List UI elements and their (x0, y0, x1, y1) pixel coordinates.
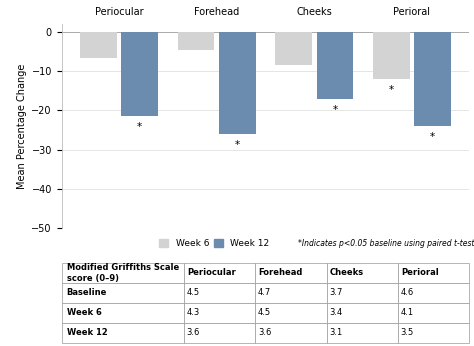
Bar (178, 32, 214, 50)
Bar (373, 32, 410, 79)
Y-axis label: Mean Percentage Change: Mean Percentage Change (17, 63, 27, 189)
Bar (317, 32, 353, 99)
Bar (414, 32, 451, 126)
Text: *: * (235, 140, 240, 150)
Title: Fine lines and wrinkles: Fine lines and wrinkles (194, 0, 337, 2)
Bar (275, 32, 312, 65)
Text: *: * (332, 104, 337, 115)
Text: *: * (430, 132, 435, 142)
Text: *Indicates p<0.05 baseline using paired t-test: *Indicates p<0.05 baseline using paired … (298, 239, 474, 248)
Bar (219, 32, 255, 134)
Bar (121, 32, 158, 116)
Legend: Week 6, Week 12: Week 6, Week 12 (156, 236, 273, 252)
Bar (80, 32, 117, 57)
Text: *: * (137, 122, 142, 132)
Text: *: * (389, 85, 394, 95)
